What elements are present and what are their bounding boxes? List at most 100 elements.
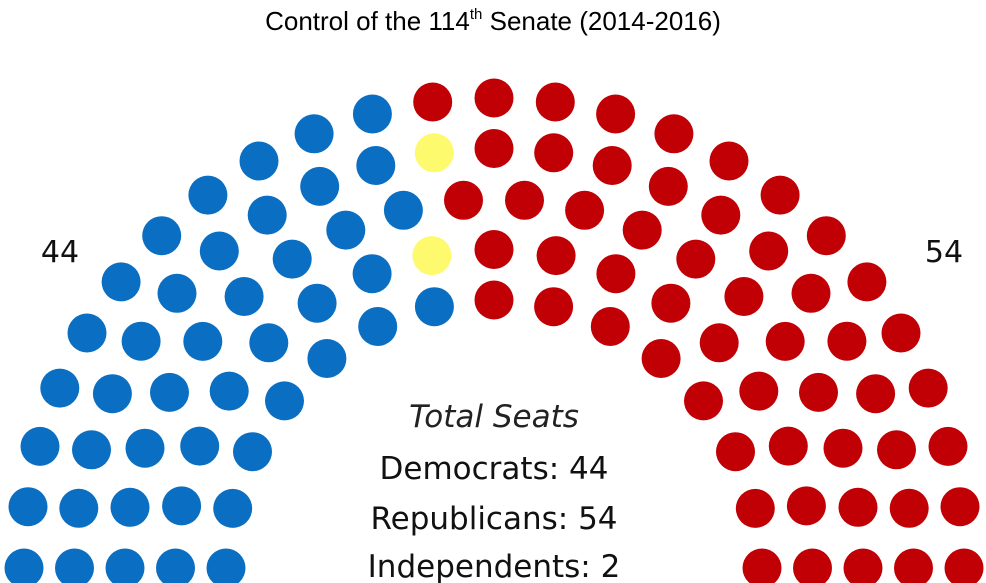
seat-republicans [724, 277, 764, 316]
seat-republicans [654, 114, 694, 154]
seat-republicans [701, 195, 741, 235]
seat-republicans [474, 230, 514, 269]
chart-title: Control of the 114th Senate (2014-2016) [0, 6, 986, 37]
seat-republicans [474, 78, 514, 118]
seat-republicans [699, 323, 739, 363]
seat-democrats [125, 428, 165, 468]
seat-democrats [156, 548, 195, 583]
seat-democrats [383, 190, 423, 230]
seat-republicans [505, 180, 544, 220]
seat-republicans [641, 339, 681, 378]
seat-republicans [791, 273, 831, 313]
seat-republicans [827, 321, 867, 361]
seat-democrats [101, 262, 141, 302]
seat-republicans [749, 231, 789, 271]
seat-democrats [358, 307, 398, 346]
seat-democrats [121, 321, 161, 361]
seat-independents [412, 236, 452, 276]
seat-democrats [4, 548, 44, 583]
seat-republicans [413, 82, 453, 122]
seat-democrats [326, 210, 366, 250]
seat-republicans [881, 313, 921, 353]
chart-title-prefix: Control of the 114 [265, 6, 470, 36]
totals-heading: Total Seats [409, 399, 579, 435]
seat-democrats [55, 548, 94, 583]
seat-republicans [806, 216, 846, 256]
seat-democrats [297, 283, 337, 323]
seat-democrats [356, 146, 396, 185]
seat-republicans [709, 141, 749, 181]
seat-republicans [651, 283, 691, 323]
seat-republicans [534, 133, 574, 173]
seat-democrats [142, 216, 182, 256]
seat-republicans [676, 239, 716, 279]
seat-republicans [928, 426, 968, 466]
seat-republicans [622, 210, 662, 250]
totals-republicans: Republicans: 54 [370, 501, 617, 537]
seat-democrats [40, 368, 80, 408]
seat-democrats [300, 166, 340, 206]
republican-count-label: 54 [925, 235, 963, 270]
chart-title-superscript: th [469, 6, 483, 23]
seat-republicans [760, 175, 800, 215]
chart-title-suffix: Senate (2014-2016) [482, 6, 721, 36]
seat-democrats [110, 487, 150, 527]
totals-box: Total Seats Democrats: 44 Republicans: 5… [368, 399, 621, 583]
seat-republicans [536, 236, 576, 276]
seat-democrats [20, 426, 60, 466]
seat-republicans [908, 368, 948, 408]
seat-republicans [474, 129, 514, 168]
seat-democrats [239, 141, 279, 181]
seat-republicans [823, 428, 863, 468]
seat-democrats [199, 231, 239, 271]
seat-republicans [742, 548, 782, 583]
seat-republicans [765, 321, 805, 361]
seat-democrats [307, 339, 347, 378]
seat-republicans [565, 190, 605, 230]
seat-democrats [59, 488, 99, 528]
seat-republicans [838, 487, 878, 527]
seat-republicans [793, 548, 832, 583]
seat-republicans [596, 94, 636, 134]
seat-republicans [684, 381, 723, 421]
democrat-count-label: 44 [41, 235, 79, 270]
seat-republicans [786, 486, 826, 526]
seat-republicans [592, 146, 632, 185]
seat-democrats [294, 114, 334, 154]
seat-democrats [72, 430, 111, 470]
totals-independents: Independents: 2 [368, 549, 621, 583]
seat-democrats [180, 426, 220, 466]
seat-democrats [105, 548, 145, 583]
seat-republicans [940, 487, 980, 527]
seat-democrats [162, 486, 202, 526]
seat-democrats [352, 94, 392, 134]
seat-republicans [648, 166, 688, 206]
seat-democrats [92, 374, 132, 414]
seat-democrats [8, 487, 48, 527]
seat-republicans [535, 82, 575, 122]
seat-republicans [534, 287, 574, 327]
seat-republicans [735, 488, 775, 528]
seat-democrats [188, 175, 228, 215]
seat-republicans [768, 426, 808, 466]
seat-democrats [352, 254, 392, 294]
seat-republicans [716, 432, 755, 472]
seat-democrats [183, 321, 223, 361]
seat-republicans [799, 372, 838, 412]
seat-democrats [272, 239, 312, 279]
seat-republicans [877, 430, 916, 470]
seat-democrats [209, 371, 249, 411]
seat-republicans [889, 488, 929, 528]
seat-independents [414, 133, 454, 173]
seat-republicans [843, 548, 883, 583]
seat-group [4, 78, 984, 583]
seat-republicans [856, 374, 896, 414]
totals-democrats: Democrats: 44 [380, 451, 609, 487]
seat-democrats [249, 323, 289, 363]
seat-democrats [224, 277, 264, 316]
seat-democrats [150, 372, 189, 412]
seat-republicans [894, 548, 933, 583]
seat-democrats [247, 195, 287, 235]
